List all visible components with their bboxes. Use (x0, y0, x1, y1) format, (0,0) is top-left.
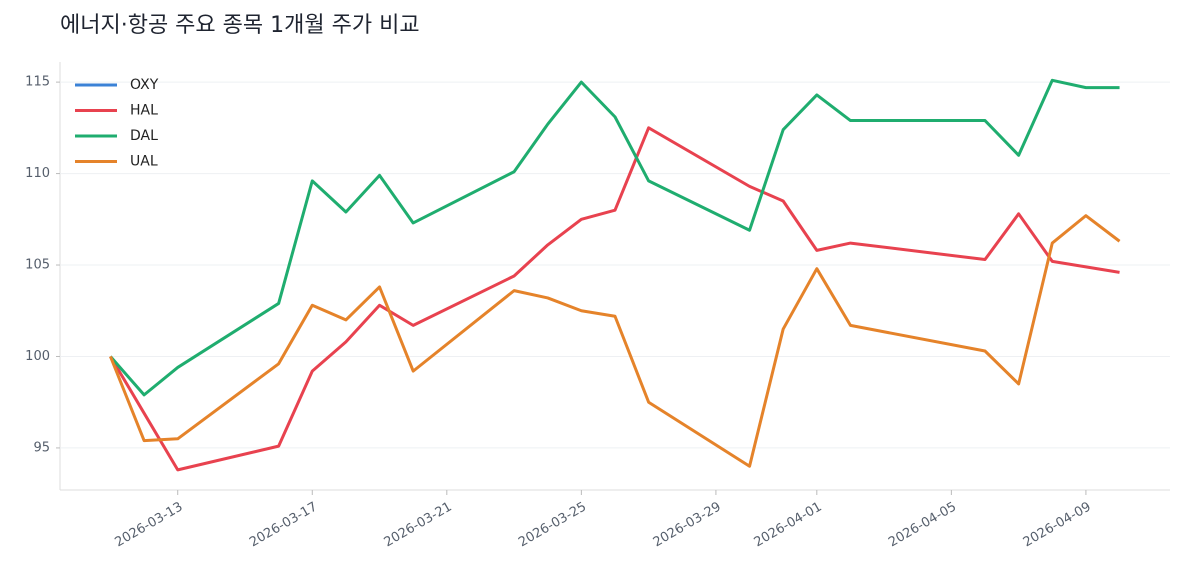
x-tick-label: 2026-04-09 (1021, 500, 1094, 551)
x-tick-label: 2026-03-25 (516, 500, 589, 551)
y-tick-label: 100 (25, 349, 50, 364)
x-tick-label: 2026-03-13 (113, 500, 186, 551)
x-tick-label: 2026-04-01 (752, 500, 825, 551)
x-tick-label: 2026-03-29 (651, 500, 724, 551)
line (109, 126, 1120, 472)
y-tick-label: 105 (25, 258, 50, 273)
legend-label: DAL (130, 128, 158, 144)
line (109, 78, 1120, 397)
legend-label: OXY (130, 77, 159, 93)
x-tick-label: 2026-03-21 (382, 500, 455, 551)
x-tick-label: 2026-04-05 (886, 500, 959, 551)
legend-label: UAL (130, 154, 158, 170)
y-tick-label: 115 (25, 75, 50, 90)
line (109, 214, 1121, 468)
y-tick-label: 95 (33, 440, 50, 455)
y-tick-label: 110 (25, 166, 50, 181)
x-tick-label: 2026-03-17 (247, 500, 320, 551)
chart-title: 에너지·항공 주요 종목 1개월 주가 비교 (60, 13, 420, 38)
legend-label: HAL (130, 103, 158, 119)
